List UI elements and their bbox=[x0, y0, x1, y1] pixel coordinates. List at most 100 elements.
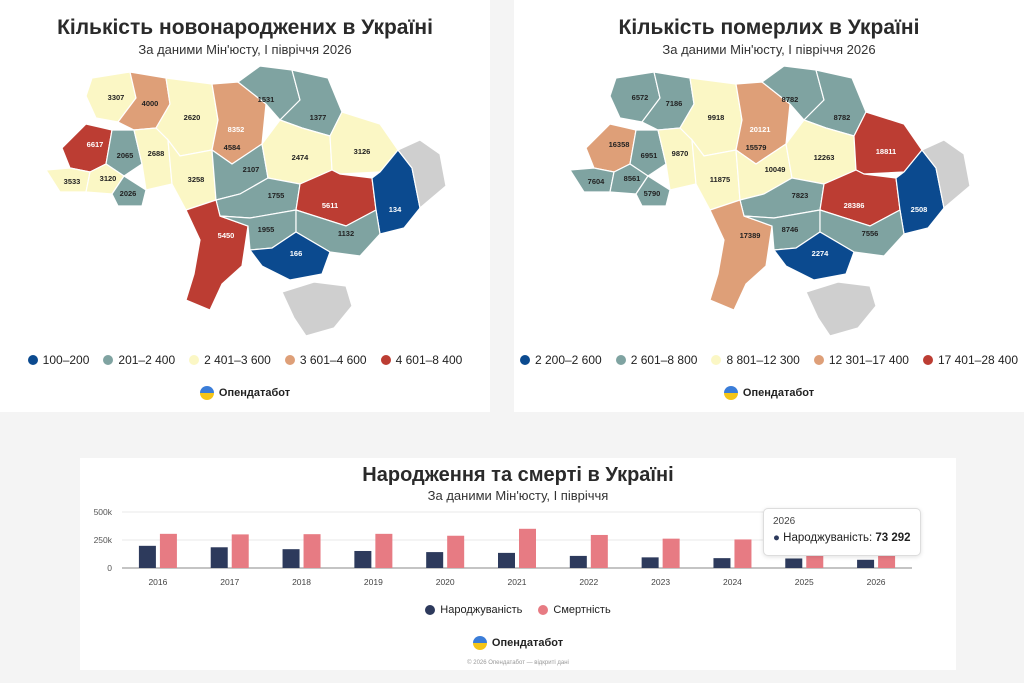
deaths-bar-2018[interactable] bbox=[303, 534, 321, 568]
region-value-ivano-frankivsk: 3120 bbox=[100, 174, 117, 183]
births-bar-2017[interactable] bbox=[210, 547, 228, 568]
legend-label: 201–2 400 bbox=[118, 353, 176, 367]
deaths-bar-2020[interactable] bbox=[447, 535, 465, 568]
region-value-cherkasy: 10049 bbox=[765, 165, 786, 174]
region-kherson[interactable] bbox=[248, 231, 331, 281]
deaths-map-legend: 2 200–2 600 2 601–8 800 8 801–12 300 12 … bbox=[514, 353, 1024, 367]
births-bar-2016[interactable] bbox=[138, 545, 156, 568]
legend-dot bbox=[189, 355, 200, 365]
legend-item: 201–2 400 bbox=[103, 353, 175, 367]
region-value-zaporizhzhia: 1132 bbox=[338, 229, 354, 238]
region-value-kyiv-city: 20121 bbox=[750, 125, 771, 134]
deaths-bar-2023[interactable] bbox=[662, 538, 680, 568]
legend-item: 3 601–4 600 bbox=[284, 353, 367, 367]
births-bar-2025[interactable] bbox=[785, 558, 803, 568]
region-value-kherson: 2274 bbox=[812, 249, 830, 258]
births-bar-2026[interactable] bbox=[857, 559, 875, 568]
opendatabot-logo-icon bbox=[472, 636, 487, 650]
chart-subtitle: За даними Мін'юсту, І півріччя bbox=[427, 488, 609, 503]
region-value-kherson: 166 bbox=[290, 249, 303, 258]
region-value-lviv: 16358 bbox=[609, 140, 630, 149]
x-tick-label: 2017 bbox=[220, 577, 239, 587]
deaths-bar-2022[interactable] bbox=[590, 534, 608, 568]
legend-dot bbox=[425, 605, 436, 615]
brand-name: Опендатабот bbox=[491, 637, 564, 649]
deaths-bar-2025[interactable] bbox=[806, 555, 824, 568]
legend-item-births[interactable]: Народжуваність bbox=[425, 604, 522, 616]
region-value-khmelnytskyi: 2688 bbox=[148, 149, 165, 158]
region-value-kyiv-oblast: 15579 bbox=[746, 143, 767, 152]
x-tick-label: 2023 bbox=[651, 577, 670, 587]
deaths-bar-2021[interactable] bbox=[519, 528, 536, 568]
births-bar-2023[interactable] bbox=[641, 557, 659, 568]
legend-dot bbox=[813, 355, 824, 365]
legend-label: 2 401–3 600 bbox=[204, 353, 271, 367]
deaths-bar-2024[interactable] bbox=[734, 539, 752, 568]
region-value-kharkiv: 3126 bbox=[354, 147, 371, 156]
region-odesa[interactable] bbox=[185, 199, 249, 311]
legend-dot bbox=[103, 355, 114, 365]
region-luhansk[interactable] bbox=[921, 139, 971, 210]
legend-dot bbox=[538, 605, 549, 615]
region-value-kharkiv: 18811 bbox=[876, 147, 896, 156]
region-crimea[interactable] bbox=[805, 281, 877, 337]
region-value-vinnytsia: 3258 bbox=[188, 175, 205, 184]
region-value-vinnytsia: 11875 bbox=[710, 175, 730, 184]
region-value-poltava: 2474 bbox=[292, 153, 310, 162]
region-value-chernihiv: 8782 bbox=[782, 95, 799, 104]
region-value-ternopil: 6951 bbox=[641, 151, 658, 160]
chart-legend: Народжуваність Смертність bbox=[80, 604, 956, 616]
region-value-lviv: 6617 bbox=[87, 140, 104, 149]
x-tick-label: 2020 bbox=[436, 577, 455, 587]
region-value-zakarpattia: 3533 bbox=[64, 177, 81, 186]
births-bar-2024[interactable] bbox=[713, 558, 731, 568]
legend-item: 2 601–8 800 bbox=[615, 353, 697, 367]
region-value-dnipro: 28386 bbox=[844, 201, 865, 210]
region-luhansk[interactable] bbox=[397, 139, 447, 210]
legend-item: 12 301–17 400 bbox=[813, 353, 909, 367]
legend-label: 100–200 bbox=[42, 353, 90, 367]
legend-item-deaths[interactable]: Смертність bbox=[538, 604, 611, 616]
legend-label: Смертність bbox=[553, 604, 611, 616]
region-value-odesa: 5450 bbox=[218, 231, 235, 240]
region-value-zhytomyr: 2620 bbox=[184, 113, 201, 122]
legend-dot bbox=[615, 355, 626, 365]
births-map-title: Кількість новонароджених в Україні bbox=[57, 16, 433, 39]
region-value-volyn: 6572 bbox=[632, 93, 649, 102]
region-value-sumy: 8782 bbox=[834, 113, 851, 122]
births-bar-2020[interactable] bbox=[426, 552, 444, 568]
legend-label: 8 801–12 300 bbox=[726, 353, 800, 367]
brand-name: Опендатабот bbox=[742, 387, 815, 399]
legend-item: 100–200 bbox=[27, 353, 90, 367]
births-map-panel: Кількість новонароджених в Україні За да… bbox=[0, 0, 490, 412]
legend-label: 2 200–2 600 bbox=[534, 353, 602, 367]
region-value-odesa: 17389 bbox=[740, 231, 761, 240]
legend-label: 17 401–28 400 bbox=[937, 353, 1019, 367]
y-tick-label: 500k bbox=[94, 507, 113, 517]
region-chernivtsi[interactable] bbox=[111, 175, 147, 207]
region-odesa[interactable] bbox=[709, 199, 773, 311]
y-tick-label: 0 bbox=[107, 563, 112, 573]
legend-label: 12 301–17 400 bbox=[828, 353, 909, 367]
region-value-poltava: 12263 bbox=[814, 153, 835, 162]
region-kherson[interactable] bbox=[772, 231, 855, 281]
deaths-bar-2019[interactable] bbox=[375, 533, 393, 568]
x-tick-label: 2018 bbox=[292, 577, 311, 587]
region-crimea[interactable] bbox=[281, 281, 353, 337]
births-bar-2021[interactable] bbox=[498, 552, 515, 568]
births-bar-2022[interactable] bbox=[569, 555, 587, 568]
deaths-bar-2026[interactable] bbox=[878, 555, 896, 568]
tooltip-series: Народжуваність: bbox=[783, 532, 873, 544]
deaths-bar-2017[interactable] bbox=[231, 534, 249, 568]
chart-tooltip: 2026 ● Народжуваність: 73 292 bbox=[763, 508, 921, 556]
tooltip-year: 2026 bbox=[773, 516, 796, 527]
x-tick-label: 2021 bbox=[508, 577, 527, 587]
births-bar-2018[interactable] bbox=[282, 549, 300, 568]
region-chernivtsi[interactable] bbox=[635, 175, 671, 207]
region-value-zhytomyr: 9918 bbox=[708, 113, 725, 122]
births-bar-2019[interactable] bbox=[354, 550, 372, 568]
deaths-bar-2016[interactable] bbox=[159, 533, 177, 568]
brand: Опендатабот bbox=[0, 386, 490, 400]
region-value-ternopil: 2065 bbox=[117, 151, 134, 160]
births-map-legend: 100–200 201–2 400 2 401–3 600 3 601–4 60… bbox=[0, 353, 490, 367]
